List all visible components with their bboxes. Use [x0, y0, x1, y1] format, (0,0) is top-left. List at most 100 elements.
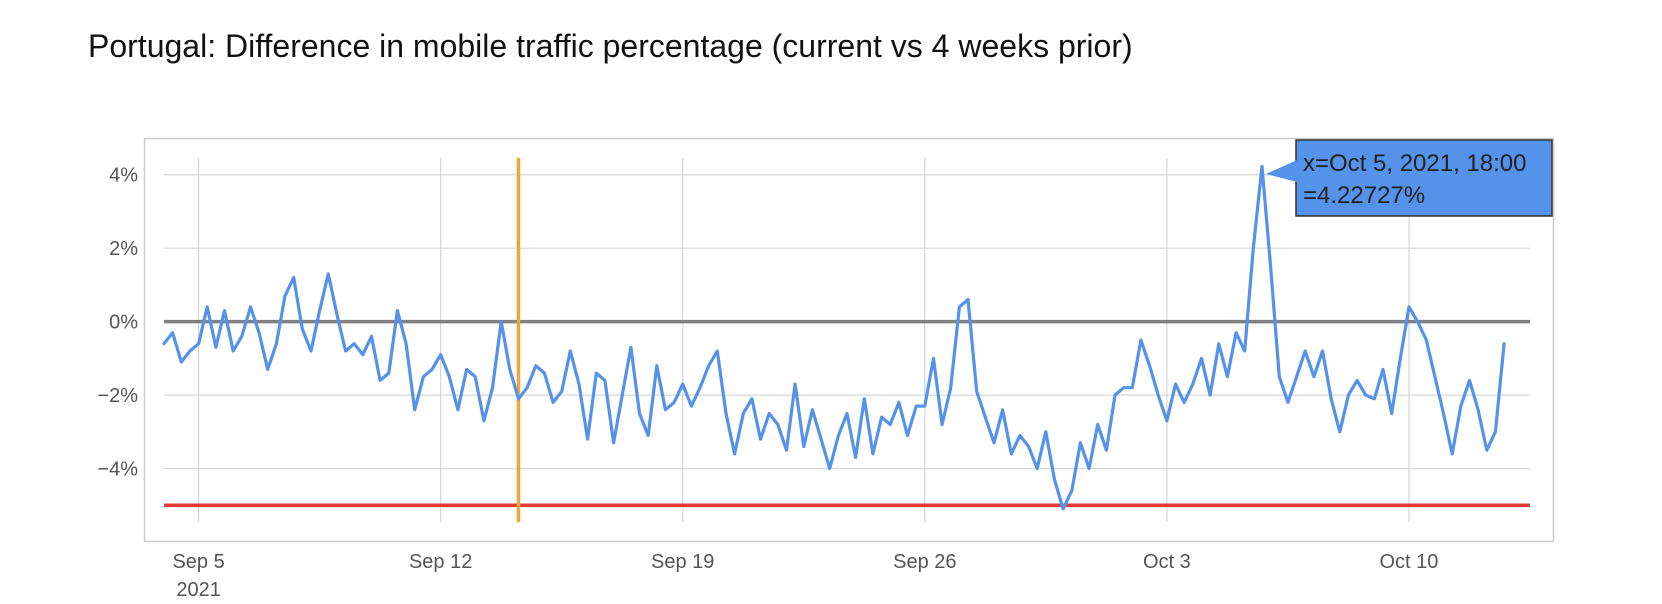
data-point[interactable]	[803, 445, 805, 448]
data-point[interactable]	[1131, 386, 1134, 389]
data-point[interactable]	[932, 357, 935, 360]
data-point[interactable]	[1001, 409, 1004, 411]
data-point[interactable]	[967, 298, 969, 301]
data-point[interactable]	[1209, 394, 1211, 396]
data-point[interactable]	[266, 368, 269, 371]
data-point[interactable]	[1425, 339, 1428, 341]
data-point[interactable]	[880, 416, 883, 418]
data-point[interactable]	[1105, 449, 1108, 452]
data-point[interactable]	[301, 328, 304, 330]
data-point[interactable]	[1321, 350, 1324, 352]
data-point[interactable]	[215, 346, 217, 349]
data-point[interactable]	[820, 438, 822, 441]
series-line[interactable]	[162, 164, 1506, 511]
data-point[interactable]	[1364, 394, 1367, 396]
data-point[interactable]	[725, 412, 727, 415]
data-point[interactable]	[483, 420, 485, 422]
data-point[interactable]	[1261, 165, 1263, 168]
data-point[interactable]	[1226, 375, 1229, 378]
data-point[interactable]	[569, 350, 572, 352]
data-point[interactable]	[768, 412, 770, 415]
data-point[interactable]	[941, 423, 943, 426]
data-point[interactable]	[336, 313, 338, 316]
data-point[interactable]	[656, 364, 658, 367]
data-point[interactable]	[180, 361, 183, 363]
data-point[interactable]	[958, 306, 961, 308]
data-point[interactable]	[811, 409, 814, 411]
data-point[interactable]	[431, 368, 433, 371]
data-point[interactable]	[353, 342, 356, 345]
data-point[interactable]	[422, 375, 425, 378]
data-point[interactable]	[344, 350, 347, 352]
data-point[interactable]	[604, 379, 606, 382]
data-point[interactable]	[310, 350, 312, 352]
data-point[interactable]	[1096, 423, 1099, 426]
data-point[interactable]	[1313, 375, 1315, 378]
data-point[interactable]	[552, 401, 554, 404]
data-point[interactable]	[327, 273, 330, 275]
data-point[interactable]	[1192, 383, 1194, 385]
data-point[interactable]	[249, 306, 252, 308]
data-point[interactable]	[526, 386, 528, 389]
data-point[interactable]	[1295, 375, 1298, 378]
data-point[interactable]	[1036, 467, 1038, 470]
data-point[interactable]	[595, 372, 598, 374]
data-point[interactable]	[1434, 375, 1436, 378]
data-point[interactable]	[1468, 379, 1471, 382]
data-point[interactable]	[232, 350, 234, 352]
data-point[interactable]	[517, 398, 520, 400]
data-point[interactable]	[1071, 489, 1073, 492]
data-point[interactable]	[1122, 386, 1125, 389]
data-point[interactable]	[560, 390, 563, 393]
data-point[interactable]	[872, 453, 874, 455]
data-point[interactable]	[318, 309, 321, 312]
data-point[interactable]	[388, 372, 390, 374]
data-point[interactable]	[189, 350, 191, 352]
data-point[interactable]	[1252, 247, 1255, 249]
data-point[interactable]	[1235, 331, 1237, 334]
data-point[interactable]	[681, 383, 684, 385]
data-point[interactable]	[785, 449, 788, 452]
data-point[interactable]	[223, 309, 226, 312]
data-point[interactable]	[828, 467, 831, 470]
data-point[interactable]	[1408, 306, 1410, 308]
data-point[interactable]	[535, 364, 537, 367]
data-point[interactable]	[1019, 434, 1021, 437]
data-point[interactable]	[1218, 342, 1220, 345]
data-point[interactable]	[1045, 431, 1047, 433]
data-point[interactable]	[1114, 394, 1116, 396]
data-point[interactable]	[275, 342, 278, 345]
data-point[interactable]	[1356, 379, 1358, 382]
data-point[interactable]	[241, 335, 243, 338]
data-point[interactable]	[586, 438, 589, 441]
data-point[interactable]	[647, 434, 649, 437]
data-point[interactable]	[1088, 467, 1090, 470]
data-point[interactable]	[1390, 412, 1393, 415]
data-point[interactable]	[1079, 442, 1082, 444]
series-group[interactable]	[162, 164, 1506, 511]
data-point[interactable]	[1373, 398, 1376, 400]
data-point[interactable]	[1243, 350, 1246, 352]
data-point[interactable]	[924, 405, 926, 407]
data-point[interactable]	[993, 442, 995, 444]
data-point[interactable]	[1460, 405, 1462, 407]
data-point[interactable]	[448, 375, 451, 378]
data-point[interactable]	[1140, 339, 1142, 341]
data-point[interactable]	[1304, 350, 1306, 352]
data-point[interactable]	[1200, 357, 1203, 360]
data-point[interactable]	[707, 364, 710, 367]
data-point[interactable]	[630, 346, 632, 349]
data-point[interactable]	[716, 350, 719, 352]
data-point[interactable]	[1442, 412, 1445, 415]
data-point[interactable]	[465, 368, 468, 371]
data-point[interactable]	[500, 320, 503, 323]
data-point[interactable]	[1399, 357, 1402, 360]
data-point[interactable]	[837, 434, 840, 437]
data-point[interactable]	[1278, 375, 1281, 378]
data-point[interactable]	[1053, 478, 1056, 481]
data-point[interactable]	[975, 390, 978, 393]
data-point[interactable]	[889, 423, 891, 426]
data-point[interactable]	[898, 401, 900, 404]
data-point[interactable]	[197, 342, 200, 345]
data-point[interactable]	[1339, 431, 1341, 433]
